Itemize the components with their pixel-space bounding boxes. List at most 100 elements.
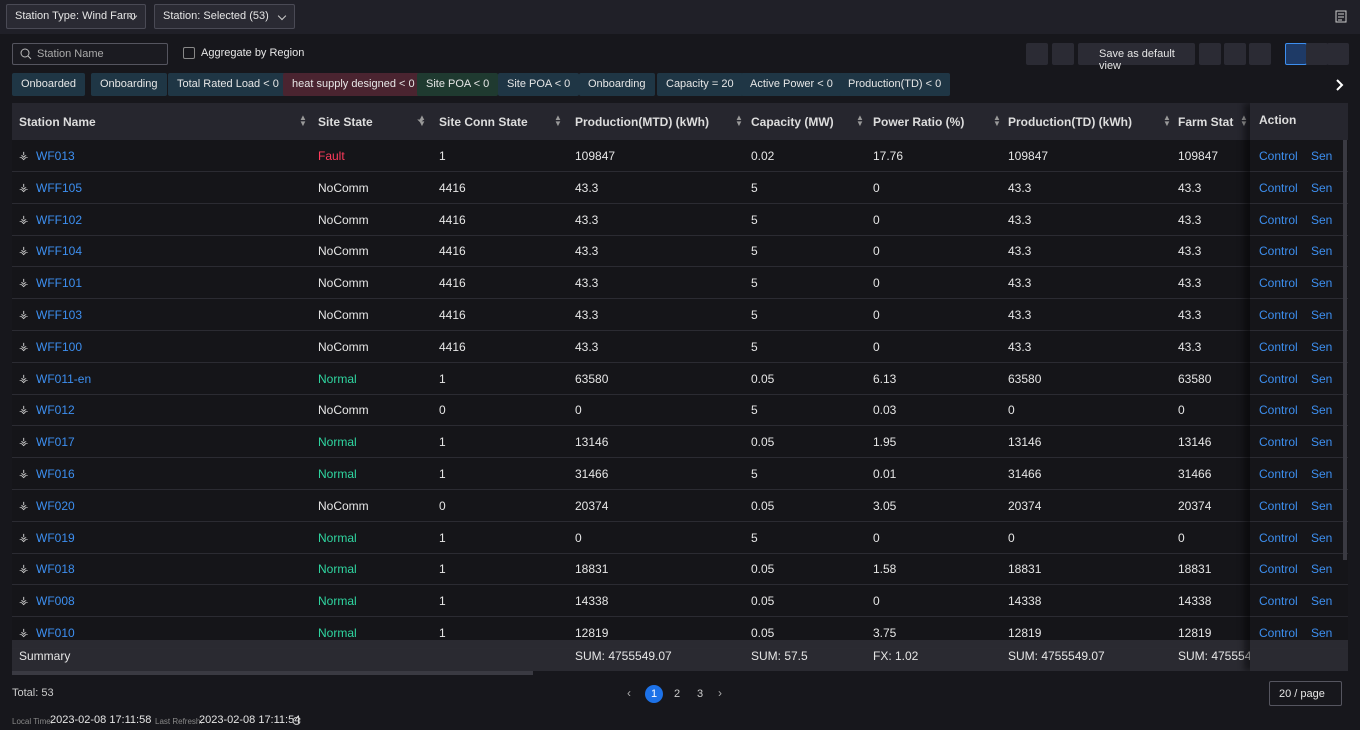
- station-name[interactable]: WFF105: [36, 180, 83, 195]
- station-name[interactable]: WF012: [36, 403, 75, 418]
- station-name[interactable]: WFF104: [36, 244, 83, 259]
- sort-icon[interactable]: ▲ ▼: [554, 115, 562, 127]
- link-button[interactable]: [1052, 43, 1074, 65]
- filter-chip[interactable]: Production(TD) < 0: [839, 73, 951, 96]
- sensor-link[interactable]: Sen...: [1311, 276, 1333, 291]
- notes-icon[interactable]: [1335, 10, 1347, 23]
- column-header[interactable]: Station Name: [19, 115, 96, 129]
- page-number[interactable]: 1: [645, 685, 663, 703]
- settings-button[interactable]: [1249, 43, 1271, 65]
- sort-icon[interactable]: ▲ ▼: [735, 115, 743, 127]
- control-link[interactable]: Control: [1259, 594, 1298, 609]
- filter-chip[interactable]: Total Rated Load < 0: [168, 73, 288, 96]
- qr-button[interactable]: [1026, 43, 1048, 65]
- grid-view-button[interactable]: [1327, 43, 1349, 65]
- sort-icon[interactable]: ▲ ▼: [1163, 115, 1171, 127]
- column-header[interactable]: Capacity (MW): [751, 115, 834, 129]
- page-number[interactable]: 2: [673, 688, 681, 700]
- filter-chip[interactable]: Site POA < 0: [498, 73, 580, 96]
- control-link[interactable]: Control: [1259, 276, 1298, 291]
- control-link[interactable]: Control: [1259, 180, 1298, 195]
- control-link[interactable]: Control: [1259, 149, 1298, 163]
- control-link[interactable]: Control: [1259, 467, 1298, 481]
- sensor-link[interactable]: Sen...: [1311, 308, 1333, 322]
- next-page[interactable]: ›: [718, 686, 722, 700]
- column-header[interactable]: Farm Statistic: [1178, 115, 1234, 129]
- sensor-link[interactable]: Sen...: [1311, 149, 1333, 163]
- sensor-link[interactable]: Sen...: [1311, 403, 1333, 418]
- sensor-link[interactable]: Sen...: [1311, 626, 1333, 640]
- sort-icon[interactable]: ▲ ▼: [993, 115, 1001, 127]
- sensor-link[interactable]: Sen...: [1311, 530, 1333, 545]
- station-name[interactable]: WF013: [36, 149, 75, 163]
- station-name[interactable]: WF016: [36, 467, 75, 481]
- sensor-link[interactable]: Sen...: [1311, 562, 1333, 577]
- control-link[interactable]: Control: [1259, 435, 1298, 450]
- control-link[interactable]: Control: [1259, 403, 1298, 418]
- column-header[interactable]: Power Ratio (%): [873, 115, 965, 129]
- station-name[interactable]: WF010: [36, 626, 75, 640]
- column-header[interactable]: Site State: [318, 115, 373, 129]
- sensor-link[interactable]: Sen...: [1311, 498, 1333, 513]
- sensor-link[interactable]: Sen...: [1311, 435, 1333, 450]
- station-name[interactable]: WF008: [36, 594, 75, 609]
- search-box[interactable]: Station Name: [12, 43, 168, 65]
- station-name[interactable]: WFF103: [36, 308, 83, 322]
- page-size-select[interactable]: 20 / page: [1269, 681, 1342, 706]
- sensor-link[interactable]: Sen...: [1311, 339, 1333, 354]
- sensor-link[interactable]: Sen...: [1311, 371, 1333, 386]
- sensor-link[interactable]: Sen...: [1311, 594, 1333, 609]
- station-name[interactable]: WF018: [36, 562, 75, 577]
- download-button[interactable]: [1199, 43, 1221, 65]
- page-number[interactable]: 3: [696, 688, 704, 700]
- save-view-button[interactable]: Save as default view: [1078, 43, 1195, 72]
- filter-chip[interactable]: heat supply designed < 0: [283, 73, 424, 96]
- station-name[interactable]: WF011-en: [36, 371, 92, 386]
- control-link[interactable]: Control: [1259, 530, 1298, 545]
- list-view-button[interactable]: [1285, 43, 1307, 65]
- sensor-link[interactable]: Sen...: [1311, 180, 1333, 195]
- station-name[interactable]: WF017: [36, 435, 75, 450]
- station-name[interactable]: WF020: [36, 498, 75, 513]
- vertical-scrollbar[interactable]: [1343, 140, 1347, 560]
- filter-chip[interactable]: Site POA < 0: [417, 73, 499, 96]
- sensor-link[interactable]: Sen...: [1311, 212, 1333, 227]
- refresh-icon[interactable]: [292, 716, 301, 725]
- control-link[interactable]: Control: [1259, 626, 1298, 640]
- station-name[interactable]: WFF101: [36, 276, 83, 291]
- sort-icon[interactable]: ▲ ▼: [299, 115, 307, 127]
- control-link[interactable]: Control: [1259, 371, 1298, 386]
- station-select[interactable]: Station: Selected (53): [154, 4, 295, 29]
- sort-icon[interactable]: ▲ ▼: [856, 115, 864, 127]
- column-header[interactable]: Site Conn State: [439, 115, 528, 129]
- filter-icon[interactable]: ⏷: [417, 116, 425, 126]
- filter-chip[interactable]: Onboarded: [12, 73, 86, 96]
- control-link[interactable]: Control: [1259, 212, 1298, 227]
- station-type-select[interactable]: Station Type: Wind Farm: [6, 4, 146, 29]
- control-link[interactable]: Control: [1259, 339, 1298, 354]
- aggregate-checkbox[interactable]: [183, 47, 195, 59]
- station-name[interactable]: WFF100: [36, 339, 83, 354]
- filter-chip[interactable]: Onboarding: [579, 73, 655, 96]
- filter-chip[interactable]: Active Power < 0: [741, 73, 842, 96]
- filter-next[interactable]: [1335, 78, 1345, 92]
- sort-icon[interactable]: ▲ ▼: [418, 115, 426, 127]
- sort-icon[interactable]: ▲ ▼: [1240, 115, 1248, 127]
- filter-chip[interactable]: Capacity = 20: [657, 73, 743, 96]
- horizontal-scrollbar[interactable]: [12, 671, 533, 675]
- control-link[interactable]: Control: [1259, 562, 1298, 577]
- prev-page[interactable]: ‹: [627, 686, 631, 700]
- summary-cell: SUM: 4755549.07: [1178, 649, 1250, 663]
- station-name[interactable]: WF019: [36, 530, 75, 545]
- control-link[interactable]: Control: [1259, 308, 1298, 322]
- sensor-link[interactable]: Sen...: [1311, 467, 1333, 481]
- control-link[interactable]: Control: [1259, 244, 1298, 259]
- sensor-link[interactable]: Sen...: [1311, 244, 1333, 259]
- control-link[interactable]: Control: [1259, 498, 1298, 513]
- column-header[interactable]: Production(TD) (kWh): [1008, 115, 1132, 129]
- card-view-button[interactable]: [1306, 43, 1328, 65]
- filter-chip[interactable]: Onboarding: [91, 73, 167, 96]
- column-header[interactable]: Production(MTD) (kWh): [575, 115, 709, 129]
- station-name[interactable]: WFF102: [36, 212, 83, 227]
- layout-button[interactable]: [1224, 43, 1246, 65]
